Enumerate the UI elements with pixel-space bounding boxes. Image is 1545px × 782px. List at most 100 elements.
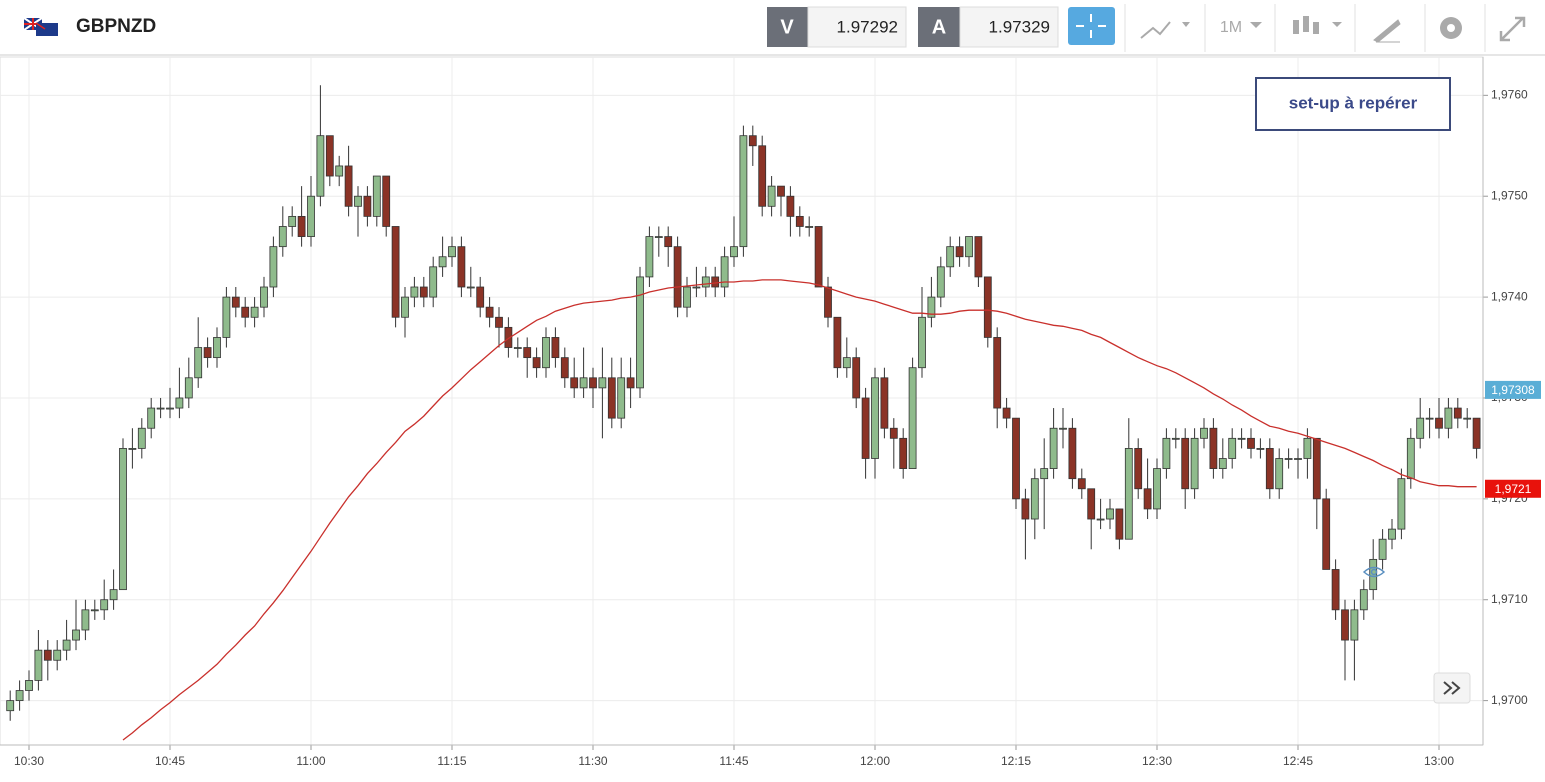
- candle-body: [1275, 458, 1284, 490]
- crosshair-button[interactable]: [1068, 7, 1115, 45]
- candle-body: [852, 357, 861, 399]
- candle-body: [15, 690, 24, 702]
- timeframe[interactable]: 1M: [1220, 19, 1242, 36]
- candle-body: [720, 256, 729, 288]
- candle-body: [1059, 427, 1067, 430]
- bid-box[interactable]: [807, 6, 907, 48]
- candle-body: [636, 276, 644, 389]
- candle-body: [1237, 437, 1246, 440]
- candle-body: [1077, 478, 1086, 490]
- candle-body: [1115, 508, 1124, 540]
- candle-body: [1303, 437, 1312, 459]
- candle-body: [936, 266, 945, 298]
- candle-body: [203, 347, 212, 359]
- candle-body: [1397, 478, 1406, 530]
- candle-body: [1143, 488, 1152, 510]
- fullscreen-button[interactable]: [1499, 16, 1526, 42]
- candle-body: [551, 337, 560, 359]
- candle-body: [260, 286, 268, 308]
- candle-body: [1012, 417, 1020, 500]
- candle-body: [1359, 589, 1368, 611]
- candle-body: [448, 246, 456, 258]
- candle-body: [617, 377, 626, 419]
- settings-button[interactable]: [1440, 17, 1462, 39]
- candle-body: [993, 337, 1002, 409]
- candle-body: [1453, 407, 1462, 419]
- candle-body: [842, 357, 851, 369]
- candle-body: [645, 236, 654, 278]
- candle-body: [457, 246, 466, 288]
- x-tick-label: 12:45: [1283, 754, 1313, 768]
- ask-price: 1.97329: [989, 17, 1050, 36]
- candle-body: [1049, 427, 1058, 469]
- candle-body: [419, 286, 428, 298]
- candle-body: [1322, 498, 1331, 570]
- bid-tag-box: [767, 7, 808, 47]
- candle-body: [81, 609, 90, 631]
- x-tick-label: 11:15: [437, 754, 466, 768]
- candle-body: [466, 286, 475, 289]
- candle-body: [1388, 528, 1396, 540]
- ask-box[interactable]: [959, 6, 1059, 48]
- candle-body: [1378, 538, 1387, 560]
- candle-body: [955, 246, 964, 258]
- candle-body: [560, 357, 569, 379]
- scroll-right-button[interactable]: [1433, 672, 1471, 704]
- candle-body: [278, 226, 287, 248]
- candle-body: [654, 236, 663, 238]
- x-tick-label: 11:30: [578, 754, 607, 768]
- candle-body: [861, 397, 870, 459]
- candle-body: [889, 427, 898, 439]
- symbol: GBPNZD: [76, 16, 156, 37]
- candle-body: [476, 286, 485, 308]
- candle-body: [1209, 427, 1218, 469]
- moving-average: [122, 279, 1477, 741]
- candle-body: [109, 589, 118, 601]
- candle-body: [1021, 498, 1030, 520]
- ma-badge: [1485, 479, 1541, 498]
- x-tick-label: 12:15: [1001, 754, 1031, 768]
- candles-button[interactable]: [1293, 16, 1342, 34]
- y-tick-label: 1,9740: [1491, 289, 1528, 303]
- candle-body: [1190, 437, 1199, 490]
- candle-body: [542, 337, 550, 369]
- candle-body: [147, 407, 156, 429]
- candle-body: [1472, 417, 1481, 449]
- drawing-button[interactable]: [1373, 19, 1401, 43]
- candle-body: [711, 276, 720, 288]
- candle-body: [777, 185, 785, 197]
- candle-body: [701, 276, 710, 288]
- candle-body: [1134, 448, 1143, 490]
- candle-body: [401, 296, 409, 318]
- ma-badge-label: 1,9721: [1495, 482, 1532, 496]
- candle-body: [607, 377, 616, 419]
- candle-body: [391, 226, 400, 318]
- candle-body: [34, 649, 43, 681]
- candle-body: [429, 266, 438, 298]
- candle-body: [805, 226, 814, 228]
- candle-body: [532, 357, 541, 369]
- candle-body: [523, 347, 532, 359]
- candle-body: [485, 306, 494, 318]
- candle-body: [156, 407, 165, 410]
- candle-body: [1068, 427, 1077, 480]
- chart-type-button[interactable]: [1140, 21, 1190, 39]
- candle-body: [1002, 407, 1011, 419]
- candle-body: [1106, 508, 1114, 520]
- candle-body: [344, 165, 353, 207]
- eye-icon[interactable]: [1362, 566, 1386, 578]
- x-tick-label: 12:00: [860, 754, 890, 768]
- candle-body: [1096, 518, 1105, 521]
- candle-body: [62, 639, 71, 651]
- annotation: set-up à repérer: [1289, 93, 1418, 112]
- candle-body: [1294, 458, 1302, 460]
- flag-icon: [23, 17, 58, 36]
- y-tick-label: 1,9710: [1491, 592, 1528, 606]
- y-tick-label: 1,9750: [1491, 188, 1528, 202]
- candle-body: [730, 246, 738, 258]
- candle-body: [786, 195, 795, 217]
- candle-body: [589, 377, 597, 389]
- candle-body: [927, 296, 936, 318]
- candle-body: [570, 377, 579, 389]
- candle-body: [53, 649, 62, 661]
